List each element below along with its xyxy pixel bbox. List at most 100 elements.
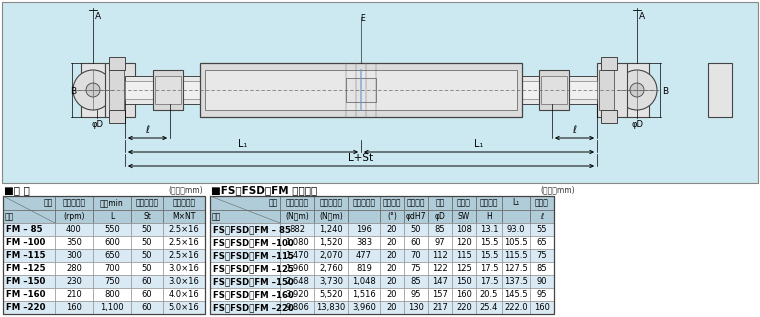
Text: 型式: 型式: [5, 212, 14, 221]
Bar: [210, 196, 280, 210]
Text: 477: 477: [356, 251, 372, 260]
Bar: [380, 223, 404, 236]
Text: 137.5: 137.5: [504, 277, 528, 286]
Bar: [280, 223, 314, 236]
Text: 115.5: 115.5: [504, 251, 527, 260]
Text: 350: 350: [66, 238, 82, 247]
Text: φD: φD: [435, 212, 445, 221]
Text: 125: 125: [456, 264, 472, 273]
Bar: [280, 196, 314, 210]
Bar: [428, 262, 452, 275]
Text: FM –220: FM –220: [6, 303, 46, 312]
Bar: [404, 249, 428, 262]
Bar: [55, 288, 93, 301]
Bar: [530, 210, 554, 223]
Text: 型式: 型式: [212, 212, 221, 221]
Bar: [314, 262, 348, 275]
Bar: [428, 288, 452, 301]
Bar: [541, 76, 567, 104]
Text: 55: 55: [537, 225, 547, 234]
Bar: [348, 301, 380, 314]
Bar: [131, 223, 163, 236]
Bar: [2, 2, 758, 183]
Bar: [163, 236, 205, 249]
Text: 50: 50: [142, 238, 152, 247]
Text: A: A: [639, 12, 645, 21]
Bar: [93, 196, 131, 210]
Circle shape: [86, 83, 100, 97]
Bar: [314, 301, 348, 314]
Text: L₁: L₁: [239, 139, 248, 149]
Bar: [404, 262, 428, 275]
Text: 75: 75: [410, 264, 421, 273]
Bar: [476, 236, 502, 249]
Bar: [428, 275, 452, 288]
Bar: [348, 196, 380, 210]
Bar: [200, 63, 522, 117]
Text: 70: 70: [410, 251, 421, 260]
Text: SW: SW: [458, 212, 470, 221]
Text: A: A: [95, 12, 101, 21]
Bar: [3, 262, 55, 275]
Text: 300: 300: [66, 251, 82, 260]
Bar: [131, 196, 163, 210]
Bar: [163, 275, 205, 288]
Text: 9,806: 9,806: [285, 303, 309, 312]
Text: 750: 750: [104, 277, 120, 286]
Text: 700: 700: [104, 264, 120, 273]
Bar: [502, 210, 530, 223]
Text: (°): (°): [387, 212, 397, 221]
Bar: [530, 249, 554, 262]
Text: 93.0: 93.0: [507, 225, 525, 234]
Text: 115: 115: [456, 251, 472, 260]
Bar: [348, 288, 380, 301]
Text: 5.0×16: 5.0×16: [169, 303, 199, 312]
Bar: [314, 275, 348, 288]
Bar: [428, 236, 452, 249]
Bar: [210, 236, 280, 249]
Text: 全長min: 全長min: [100, 198, 124, 207]
Bar: [81, 63, 105, 117]
Bar: [210, 288, 280, 301]
Bar: [502, 288, 530, 301]
Text: 50: 50: [142, 225, 152, 234]
Text: 550: 550: [104, 225, 120, 234]
Bar: [131, 210, 163, 223]
Text: 222.0: 222.0: [504, 303, 527, 312]
Bar: [163, 196, 205, 210]
Text: 127.5: 127.5: [504, 264, 528, 273]
Bar: [210, 210, 280, 223]
Text: FS・FSD・FM –125: FS・FSD・FM –125: [213, 264, 294, 273]
Text: 2,648: 2,648: [285, 277, 309, 286]
Text: 1,080: 1,080: [285, 238, 309, 247]
Bar: [314, 196, 348, 210]
Text: 85: 85: [435, 225, 445, 234]
Bar: [93, 262, 131, 275]
Bar: [380, 236, 404, 249]
Bar: [539, 70, 569, 110]
Text: 800: 800: [104, 290, 120, 299]
Bar: [55, 196, 93, 210]
Bar: [210, 196, 554, 314]
Bar: [380, 210, 404, 223]
Text: FM –160: FM –160: [6, 290, 46, 299]
Bar: [93, 249, 131, 262]
Bar: [93, 301, 131, 314]
Text: 記号: 記号: [269, 198, 278, 207]
Text: 90: 90: [537, 277, 547, 286]
Bar: [452, 288, 476, 301]
Text: 軸入長: 軸入長: [535, 198, 549, 207]
Text: 1,520: 1,520: [319, 238, 343, 247]
Text: 60: 60: [141, 290, 152, 299]
Bar: [530, 301, 554, 314]
Text: 220: 220: [456, 303, 472, 312]
Bar: [380, 301, 404, 314]
Text: 650: 650: [104, 251, 120, 260]
Text: 20.5: 20.5: [480, 290, 499, 299]
Bar: [530, 196, 554, 210]
Bar: [452, 223, 476, 236]
Bar: [210, 223, 280, 236]
Text: 3.0×16: 3.0×16: [169, 264, 199, 273]
Bar: [346, 78, 376, 102]
Text: 819: 819: [356, 264, 372, 273]
